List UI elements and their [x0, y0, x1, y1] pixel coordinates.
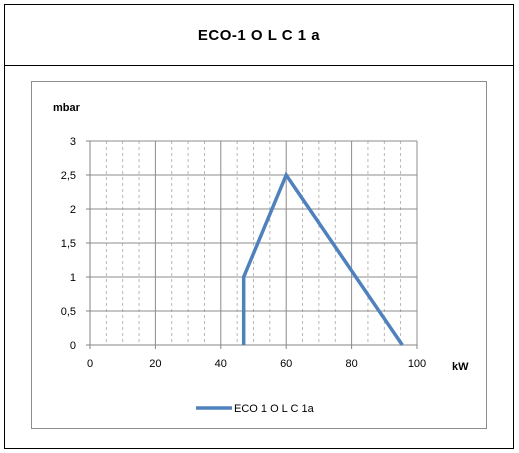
y-tick-label: 3 — [70, 136, 76, 148]
y-tick-label: 1,5 — [61, 238, 76, 250]
y-tick-label: 0,5 — [61, 306, 76, 318]
legend-label: ECO 1 O L C 1a — [234, 403, 315, 415]
y-axis-title: mbar — [53, 102, 81, 114]
y-tick-label: 2 — [70, 204, 76, 216]
series-line — [241, 171, 404, 346]
x-tick-label: 100 — [408, 358, 426, 370]
x-tick-label: 40 — [215, 358, 227, 370]
y-tick-label: 1 — [70, 272, 76, 284]
x-tick-label: 60 — [280, 358, 292, 370]
chart-title: ECO-1 O L C 1 a — [197, 26, 321, 44]
y-tick-label: 2,5 — [61, 170, 76, 182]
x-axis-title: kW — [452, 361, 469, 373]
chart-frame: ECO-1 O L C 1 a — [4, 4, 514, 449]
chart-header: ECO-1 O L C 1 a — [5, 5, 513, 66]
x-tick-label: 80 — [345, 358, 357, 370]
y-tick-label: 0 — [70, 340, 76, 352]
x-tick-label: 20 — [149, 358, 161, 370]
chart-area — [31, 81, 487, 429]
x-tick-label: 0 — [87, 358, 93, 370]
